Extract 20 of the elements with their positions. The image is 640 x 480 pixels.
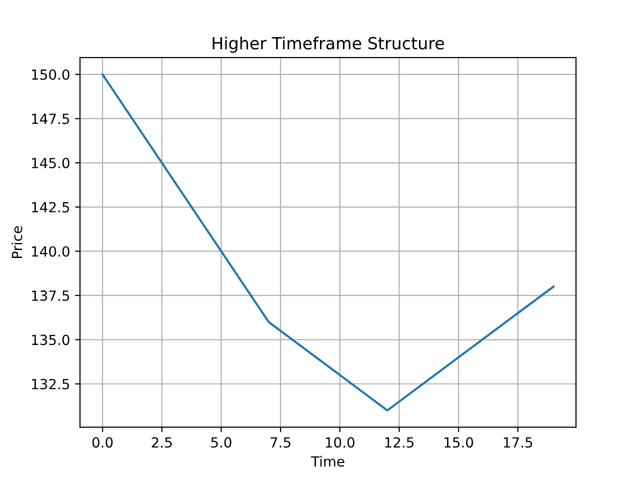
y-tick-label: 132.5 bbox=[32, 378, 70, 390]
x-tick-label: 2.5 bbox=[152, 437, 172, 448]
y-tick-label: 142.5 bbox=[32, 202, 70, 213]
y-tick-label: 137.5 bbox=[32, 290, 70, 301]
y-tick-label: 135.0 bbox=[32, 334, 70, 346]
y-tick-label: 145.0 bbox=[32, 158, 70, 168]
y-axis-title: Price bbox=[12, 226, 22, 258]
line-series bbox=[102, 73, 554, 412]
x-tick-label: 12.5 bbox=[385, 437, 414, 448]
x-tick-label: 17.5 bbox=[504, 437, 532, 448]
x-tick-label: 5.0 bbox=[211, 437, 232, 448]
x-tick-label: 10.0 bbox=[326, 437, 354, 448]
chart-title: Higher Timeframe Structure bbox=[212, 36, 444, 53]
x-tick-label: 0.0 bbox=[92, 437, 113, 448]
y-tick-label: 140.0 bbox=[32, 246, 70, 257]
y-tick-label: 147.5 bbox=[32, 114, 70, 124]
x-tick-label: 7.5 bbox=[270, 437, 290, 448]
y-tick-label: 150.0 bbox=[32, 69, 70, 80]
x-axis-title: Time bbox=[310, 456, 344, 467]
x-tick-label: 15.0 bbox=[444, 437, 474, 448]
